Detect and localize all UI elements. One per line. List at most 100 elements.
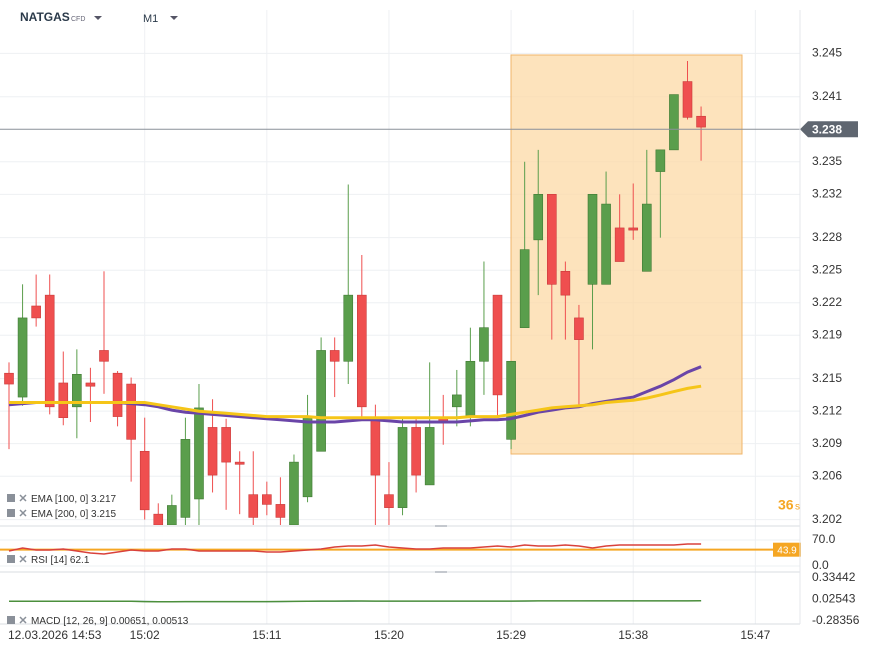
candle-body	[85, 382, 96, 387]
candle-body	[58, 382, 69, 418]
highlight-rect[interactable]	[510, 54, 743, 455]
candle-body	[669, 94, 679, 151]
macd-tick-label: 0.02543	[812, 592, 856, 606]
symbol-dropdown[interactable]	[94, 16, 102, 20]
y-tick-label: 3.209	[812, 436, 842, 450]
y-tick-label: 3.206	[812, 468, 842, 482]
macd-tick-label: -0.28356	[812, 613, 860, 627]
candle-body	[180, 439, 191, 518]
candle-body	[112, 372, 123, 417]
candle-body	[682, 81, 693, 118]
candle-body	[262, 494, 272, 505]
countdown: 36	[778, 497, 794, 513]
candle-body	[411, 427, 421, 476]
timeframe[interactable]: M1	[143, 13, 158, 25]
rsi-tick-label: 0.0	[812, 558, 829, 572]
candle-body	[17, 317, 28, 398]
y-tick-label: 3.245	[812, 46, 842, 60]
candle-body	[506, 360, 516, 440]
candle-body	[370, 417, 381, 476]
candle-body	[696, 115, 706, 128]
candle-body	[628, 227, 639, 231]
candle-body	[357, 294, 367, 408]
candle-body	[221, 427, 231, 463]
x-tick-label: 15:47	[740, 628, 770, 642]
y-tick-label: 3.215	[812, 371, 842, 385]
candle-body	[167, 505, 177, 525]
macd-tick-label: 0.33442	[812, 570, 856, 584]
legend-icon[interactable]	[7, 616, 15, 624]
countdown-unit: s	[795, 502, 800, 513]
y-tick-label: 3.219	[812, 327, 842, 341]
y-tick-label: 3.212	[812, 403, 842, 417]
candle-body	[139, 450, 150, 511]
candle-body	[601, 203, 611, 285]
symbol[interactable]: NATGAS	[20, 10, 70, 24]
legend-icon[interactable]	[7, 494, 15, 502]
candle-body	[289, 461, 299, 525]
candle-body	[533, 194, 544, 241]
x-start-label: 12.03.2026 14:53	[8, 628, 102, 642]
legend-close[interactable]	[19, 494, 27, 624]
timeframe-dropdown[interactable]	[170, 16, 178, 20]
candle-body	[641, 203, 652, 272]
candle-body	[587, 194, 598, 285]
panel-handle[interactable]	[435, 571, 447, 573]
candle-body	[479, 327, 489, 362]
legend-text: EMA [100, 0] 3.217	[31, 494, 117, 505]
panel-handle[interactable]	[435, 525, 447, 527]
candle-body	[207, 427, 218, 476]
ema-line	[9, 384, 702, 420]
rsi-level-badge	[773, 542, 801, 557]
rsi-line	[8, 543, 702, 555]
legend-text: EMA [200, 0] 3.215	[31, 509, 117, 520]
overlay: 3.245 3.241 3.235 3.232 3.228 3.225 3.222 3.219…	[0, 46, 860, 642]
last-price-badge	[800, 121, 858, 138]
candle-body	[492, 294, 503, 396]
y-tick-label: 3.232	[812, 186, 842, 200]
y-tick-label: 3.241	[812, 89, 842, 103]
candle-body	[126, 383, 136, 440]
candle-body	[4, 372, 14, 385]
y-tick-label: 3.228	[812, 230, 842, 244]
legend-text: MACD [12, 26, 9] 0.00651, 0.00513	[31, 616, 189, 627]
candle-body	[31, 305, 41, 319]
candle-body	[153, 513, 164, 525]
candle-body	[234, 461, 245, 465]
rsi-tick-label: 70.0	[812, 532, 836, 546]
last-price-label: 3.238	[812, 122, 842, 136]
legend-icons	[7, 494, 27, 624]
plot-area	[4, 60, 706, 525]
candle-body	[99, 350, 109, 362]
legend-icon[interactable]	[7, 555, 15, 563]
y-tick-label: 3.202	[812, 512, 842, 526]
candle-body	[275, 504, 286, 518]
candle-body	[519, 249, 530, 328]
candle-body	[614, 227, 625, 262]
candle-body	[302, 417, 313, 498]
macd-line	[9, 600, 702, 603]
candle-body	[397, 427, 408, 508]
candle-body	[655, 149, 666, 172]
candle-body	[424, 427, 435, 486]
legend-icon[interactable]	[7, 509, 15, 517]
x-tick-label: 15:20	[374, 628, 404, 642]
candle-body	[72, 373, 82, 408]
candle-body	[44, 294, 55, 408]
legend-text: RSI [14] 62.1	[31, 555, 90, 566]
candle-body	[329, 350, 340, 362]
candle-body	[384, 494, 394, 508]
candle-body	[248, 494, 259, 518]
candle-body	[546, 194, 557, 285]
candle-body	[452, 394, 462, 408]
instrument: CFD	[71, 16, 85, 23]
x-tick-label: 15:11	[252, 628, 281, 642]
candle-body	[574, 317, 584, 340]
rsi-level-label: 43.9	[777, 545, 797, 556]
candle-body	[194, 407, 204, 500]
y-tick-label: 3.222	[812, 295, 842, 309]
x-tick-label: 15:02	[130, 628, 160, 642]
candle-body	[343, 294, 354, 362]
y-tick-label: 3.235	[812, 154, 842, 168]
